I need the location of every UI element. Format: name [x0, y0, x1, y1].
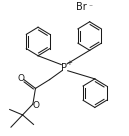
Text: +: + — [66, 60, 72, 66]
Text: O: O — [17, 74, 24, 83]
Text: ⁻: ⁻ — [88, 2, 92, 11]
Text: P: P — [62, 63, 67, 73]
Text: Br: Br — [76, 2, 87, 13]
Text: O: O — [33, 101, 40, 110]
